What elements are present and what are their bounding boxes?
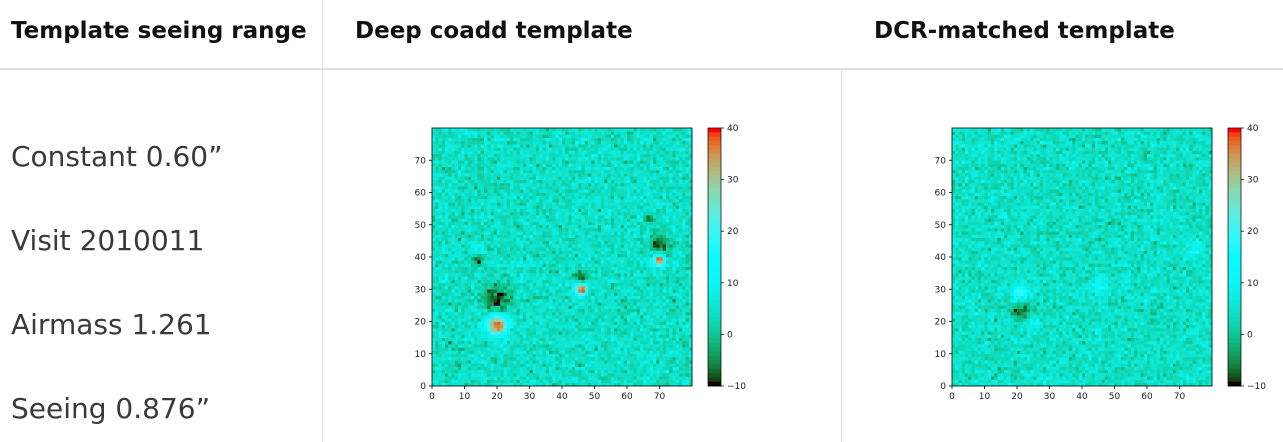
x-tick-label: 40 <box>1076 392 1088 402</box>
x-tick-label: 50 <box>589 392 601 402</box>
dcr-matched-heatmap: 0 10 20 30 40 50 60 70 0 10 20 30 40 50 60 70 40 30 20 10 0 −… <box>935 124 1267 402</box>
colorbar-tick-label: −10 <box>1247 382 1266 392</box>
y-tick-label: 30 <box>935 285 947 295</box>
column-divider-right <box>841 70 842 442</box>
colorbar-tick-label: 40 <box>1247 124 1259 134</box>
y-tick-label: 0 <box>420 382 426 392</box>
colorbar-tick-label: 20 <box>1247 227 1259 237</box>
column-divider-left <box>322 70 323 442</box>
table-header: Template seeing range Deep coadd templat… <box>0 0 1283 70</box>
colorbar-tick-label: 40 <box>727 124 739 134</box>
x-tick-label: 60 <box>1141 392 1153 402</box>
y-tick-label: 70 <box>415 156 427 166</box>
y-tick-label: 70 <box>935 156 947 166</box>
header-dcr-matched: DCR-matched template <box>874 18 1175 44</box>
info-airmass: Airmass 1.261 <box>11 308 212 341</box>
x-tick-label: 30 <box>1044 392 1056 402</box>
y-tick-label: 40 <box>415 253 427 263</box>
x-tick-label: 10 <box>979 392 991 402</box>
y-tick-label: 0 <box>940 382 946 392</box>
colorbar-tick-label: −10 <box>727 382 746 392</box>
y-tick-label: 20 <box>415 318 427 328</box>
header-seeing-range: Template seeing range <box>11 18 307 44</box>
header-deep-coadd: Deep coadd template <box>355 18 633 44</box>
x-tick-label: 70 <box>1174 392 1186 402</box>
x-tick-label: 60 <box>621 392 633 402</box>
y-tick-label: 20 <box>935 318 947 328</box>
colorbar <box>707 127 722 387</box>
colorbar-tick-label: 20 <box>727 227 739 237</box>
colorbar-tick-label: 0 <box>1247 330 1253 340</box>
deep-coadd-heatmap: 0 10 20 30 40 50 60 70 0 10 20 30 40 50 60 70 40 30 20 10 0 −… <box>415 124 747 402</box>
header-divider <box>322 0 323 68</box>
y-tick-label: 60 <box>935 189 947 199</box>
x-tick-label: 50 <box>1109 392 1121 402</box>
x-tick-label: 0 <box>949 392 955 402</box>
x-tick-label: 20 <box>1011 392 1023 402</box>
info-seeing: Seeing 0.876” <box>11 392 211 425</box>
y-tick-label: 10 <box>935 350 947 360</box>
y-tick-label: 40 <box>935 253 947 263</box>
x-tick-label: 40 <box>556 392 568 402</box>
info-constant-seeing: Constant 0.60” <box>11 140 223 173</box>
y-tick-label: 10 <box>415 350 427 360</box>
heatmap-grid <box>432 128 693 387</box>
colorbar-tick-label: 0 <box>727 330 733 340</box>
info-visit: Visit 2010011 <box>11 224 205 257</box>
colorbar-tick-label: 10 <box>727 279 739 289</box>
colorbar-tick-label: 10 <box>1247 279 1259 289</box>
y-tick-label: 50 <box>935 221 947 231</box>
x-tick-label: 0 <box>429 392 435 402</box>
y-tick-label: 50 <box>415 221 427 231</box>
colorbar-tick-label: 30 <box>1247 176 1259 186</box>
heatmap-grid <box>952 128 1213 387</box>
x-tick-label: 30 <box>524 392 536 402</box>
y-tick-label: 60 <box>415 189 427 199</box>
x-tick-label: 10 <box>459 392 471 402</box>
x-tick-label: 70 <box>654 392 666 402</box>
colorbar <box>1227 127 1242 387</box>
x-tick-label: 20 <box>491 392 503 402</box>
y-tick-label: 30 <box>415 285 427 295</box>
colorbar-tick-label: 30 <box>727 176 739 186</box>
